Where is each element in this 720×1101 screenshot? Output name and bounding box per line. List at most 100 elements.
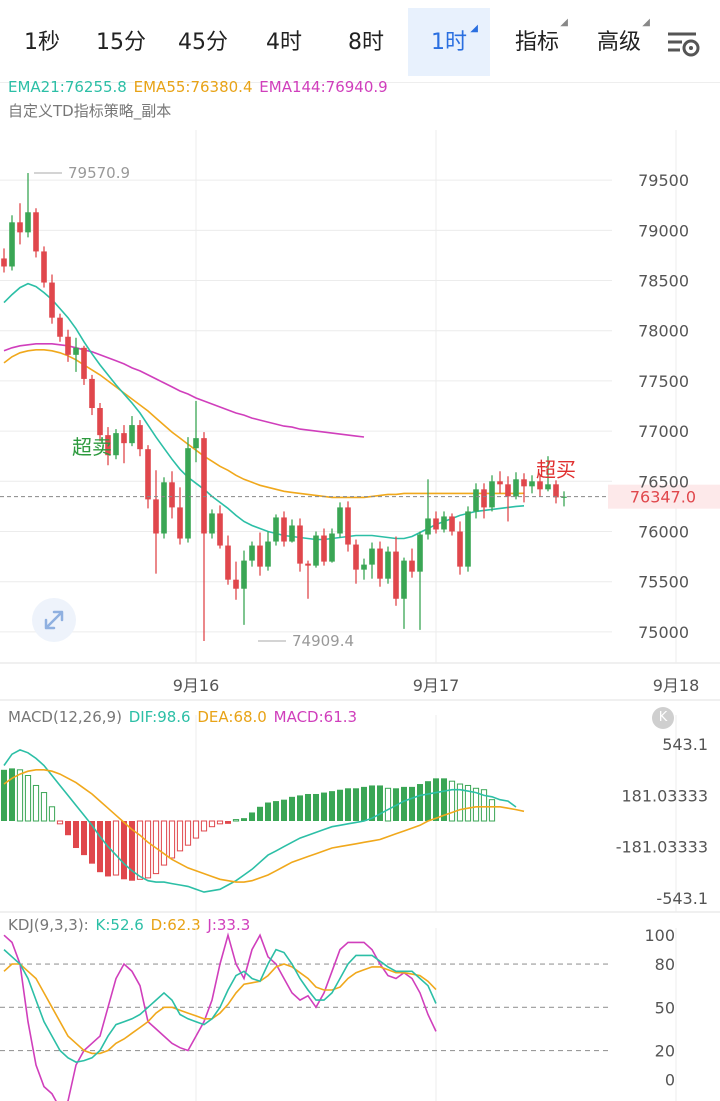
candle-body [417,534,423,572]
candle [417,531,423,630]
candle-body [297,525,303,564]
candle [65,329,71,362]
tab-1h[interactable]: 1时 ◢ [408,8,490,76]
tab-indicators[interactable]: 指标 ◢ [502,0,572,82]
candle-body [353,544,359,570]
ema21-value: EMA21:76255.8 [8,78,127,96]
tab-4h[interactable]: 4时 [256,0,312,82]
macd-bar [456,783,464,822]
candle [273,514,279,546]
candle [481,483,487,519]
macd-bar [192,820,200,839]
macd-dif-line [3,749,517,893]
candle-body [433,518,439,530]
kdj-name: KDJ(9,3,3): [8,916,89,934]
ema144-line [3,342,365,438]
signal-annotation: 超卖 [72,435,112,459]
candle [353,539,359,584]
y-tick-label: 77000 [638,422,689,441]
candle-body [153,499,159,534]
candle [449,513,455,536]
macd-bar [184,820,192,846]
macd-dea: DEA:68.0 [197,708,267,726]
candle-body [233,579,239,589]
tab-label: 高级 [596,30,641,55]
candle [281,511,287,547]
dropdown-triangle-icon: ◢ [642,17,650,28]
macd-bar [40,792,48,822]
candle-body [545,484,551,490]
x-tick-label: 9月16 [173,676,220,695]
candle [201,432,207,641]
settings-sliders-icon[interactable] [666,28,702,58]
candle [9,215,15,271]
macd-bar [1,769,7,821]
kdj-y-tick-label: 50 [655,998,675,1017]
macd-bar [472,787,480,822]
macd-bar [441,778,447,821]
macd-y-tick-label: 181.03333 [621,786,708,805]
macd-bar [361,786,367,821]
tab-label: 8时 [348,30,384,55]
tab-8h[interactable]: 8时 [338,0,394,82]
tab-advanced[interactable]: 高级 ◢ [584,0,654,82]
candle [329,528,335,563]
candle-body [529,481,535,487]
candle [441,511,447,533]
candle-body [225,545,231,580]
macd-bar [216,820,224,825]
expand-arrows-icon [44,610,64,630]
indicator-k-badge-icon[interactable]: K [652,707,674,729]
candle [161,477,167,539]
candle [57,313,63,342]
macd-bar [144,820,152,879]
ema144-value: EMA144:76940.9 [259,78,388,96]
y-tick-label: 79000 [638,221,689,240]
candle-body [113,433,119,456]
candle-body [97,408,103,436]
candle [385,546,391,584]
candle-body [385,551,391,579]
candle [193,401,199,463]
macd-bar [136,820,144,880]
candle-body [449,516,455,532]
candle-body [313,535,319,566]
macd-bar [273,801,279,821]
current-price-tag [608,484,720,509]
candle-body [473,489,479,512]
macd-bar [297,795,303,821]
macd-bar [417,784,423,821]
tab-1s[interactable]: 1秒 [14,0,70,82]
candle-body [41,251,47,283]
tab-45m[interactable]: 45分 [170,0,236,82]
candle-body [329,533,335,562]
macd-bar [48,806,56,822]
y-tick-label: 76500 [638,472,689,491]
high-price-label: 79570.9 [68,164,130,182]
macd-bar [425,781,431,821]
candle-body [505,484,511,497]
candle [113,429,119,460]
candle-body [273,517,279,542]
candle [545,456,551,492]
candle-body [73,347,79,355]
tab-15m[interactable]: 15分 [88,0,154,82]
candle [457,521,463,575]
fullscreen-button[interactable] [32,598,76,642]
low-price-label: 74909.4 [292,632,354,650]
candle [529,475,535,494]
candle [89,374,95,416]
candle [489,475,495,512]
macd-bar [241,818,247,821]
candle [561,491,567,507]
macd-y-tick-label: -543.1 [656,889,708,908]
candle-body [105,435,111,456]
candle-body [217,513,223,546]
macd-bar [232,819,240,822]
candle-body [409,560,415,572]
candle [241,550,247,625]
candle [73,337,79,372]
candle-body [65,336,71,355]
grid-lines [0,130,720,1101]
